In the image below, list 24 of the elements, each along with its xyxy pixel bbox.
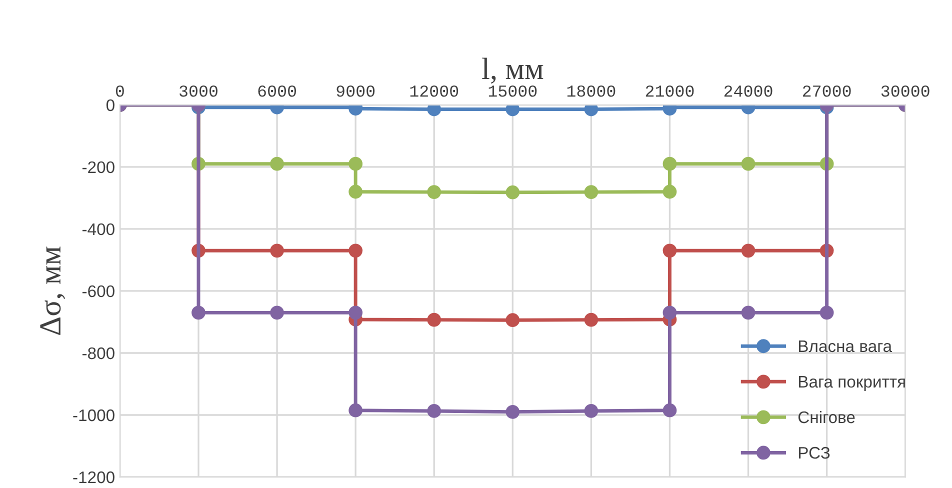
x-tick-label: 6000: [258, 85, 296, 97]
x-tick-label: 27000: [802, 85, 851, 97]
legend-label: Вага покриття: [798, 376, 905, 391]
x-tick-label: 9000: [336, 85, 375, 97]
x-tick-label: 18000: [567, 85, 616, 97]
y-tick-label: 0: [106, 99, 114, 112]
x-tick-label: 3000: [180, 85, 218, 97]
y-tick-label: -1000: [73, 409, 114, 422]
legend-label: Снігове: [798, 410, 855, 424]
legend-label: РСЗ: [798, 446, 830, 459]
y-tick-label: -800: [82, 347, 114, 360]
y-axis-title: Δσ, мм: [40, 246, 66, 335]
y-tick-label: -600: [82, 285, 114, 298]
y-tick-label: -400: [82, 223, 114, 236]
x-tick-label: 24000: [724, 85, 772, 97]
x-tick-label: 15000: [488, 85, 537, 97]
x-tick-label: 12000: [410, 85, 458, 97]
y-tick-label: -1200: [73, 471, 114, 484]
x-tick-label: 0: [116, 85, 124, 97]
x-tick-label: 21000: [646, 85, 694, 97]
legend-label: Власна вага: [798, 340, 892, 352]
x-tick-label: 30000: [881, 85, 930, 97]
x-axis-title: l, мм: [482, 58, 544, 84]
y-tick-label: -200: [82, 161, 114, 174]
